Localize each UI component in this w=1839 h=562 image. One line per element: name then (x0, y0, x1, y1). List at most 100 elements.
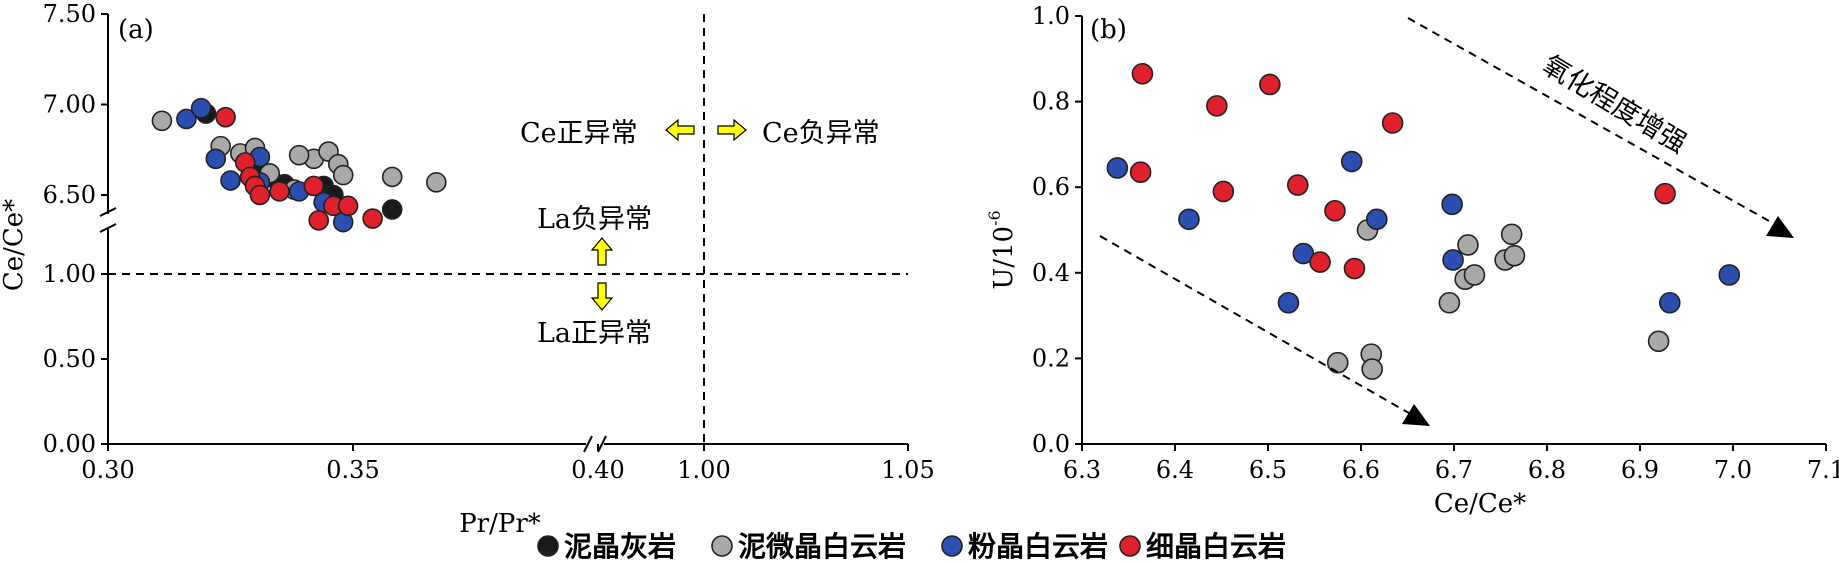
panel-b-y-tick-label: 0.8 (1032, 88, 1070, 116)
panel-b-x-tick-label: 7.1 (1807, 456, 1839, 484)
panel-b-x-tick-label: 6.6 (1342, 456, 1380, 484)
panel-b-point (1292, 242, 1315, 265)
panel-b-point (1286, 174, 1309, 196)
legend-item: 泥微晶白云岩 (711, 530, 906, 562)
panel-b-chart: (b) 6.3 6.4 6.5 6.6 6.7 6.8 6.9 7.0 7.1 0.0 0.2 0.4… (985, 2, 1839, 519)
legend-item: 细晶白云岩 (1119, 530, 1286, 562)
panel-a-point (362, 208, 383, 229)
panel-a-point (288, 144, 310, 166)
panel-a-point (190, 97, 212, 119)
panel-a-y-tick-label: 7.50 (43, 0, 96, 28)
panel-b-point (1463, 264, 1486, 286)
panel-a-point (425, 172, 447, 193)
panel-b-y-tick-label: 0.2 (1032, 344, 1070, 372)
ce-positive-anomaly-label: Ce正异常 (520, 118, 638, 149)
panel-a-point (176, 108, 197, 130)
legend-label: 泥微晶白云岩 (738, 530, 906, 562)
panel-a-point (215, 106, 236, 128)
legend-label: 细晶白云岩 (1146, 530, 1286, 562)
panel-b-x-tick-label: 6.4 (1156, 456, 1194, 484)
panel-b-point (1259, 73, 1281, 96)
legend-label: 粉晶白云岩 (968, 530, 1108, 562)
panel-a-x-tick-label: 0.35 (326, 456, 379, 484)
panel-a-x-tick-label: 1.05 (881, 456, 934, 484)
panel-a-x-axis-title: Pr/Pr* (459, 509, 541, 539)
panel-a-point (332, 164, 354, 186)
la-positive-anomaly-label: La正异常 (537, 318, 652, 349)
legend-marker (1119, 535, 1141, 557)
trend-arrow-lower (1099, 235, 1430, 426)
panel-b-y-tick-label: 0.6 (1032, 173, 1070, 201)
panel-a-y-tick-label: 1.00 (43, 260, 96, 288)
panel-b-y-axis-title-main: U/10 (989, 226, 1019, 290)
panel-b-x-tick-label: 7.0 (1714, 456, 1752, 484)
legend-label: 泥晶灰岩 (564, 530, 676, 562)
arrow-right-icon (717, 118, 747, 142)
panel-a-point (337, 195, 359, 217)
panel-b-point (1381, 112, 1404, 134)
panel-b-point (1206, 95, 1228, 117)
panel-a-points (151, 97, 447, 233)
oxidation-increase-label: 氧化程度增强 (1537, 50, 1692, 160)
panel-b-axes: 6.3 6.4 6.5 6.6 6.7 6.8 6.9 7.0 7.1 0.0 0.2 0.4 0.6 0… (1032, 2, 1839, 484)
panel-a-axes: 0.30 0.35 0.40 1.00 1.05 0.00 0.50 1.00 6.50 7.00… (43, 0, 935, 484)
panel-b-point (1129, 161, 1152, 184)
panel-a-x-tick-label: 0.40 (571, 456, 624, 484)
panel-b-y-axis-title-exponent: -6 (985, 210, 1004, 226)
panel-a-chart: (a) 0.30 0.35 0.40 1.00 1.05 0.00 0.50 1.00 6.50… (0, 0, 935, 539)
panel-b-point (1647, 330, 1670, 353)
panel-b-point (1340, 150, 1363, 173)
panel-a-x-break-mark (583, 435, 593, 453)
panel-a-y-break-mark (99, 207, 117, 217)
panel-b-point (1442, 249, 1464, 271)
legend-marker (711, 535, 733, 557)
legend-item: 粉晶白云岩 (941, 530, 1108, 562)
panel-a-y-tick-label: 7.00 (43, 91, 96, 119)
arrow-up-icon (590, 237, 614, 266)
panel-b-points (1106, 62, 1741, 380)
panel-a-y-tick-label: 6.50 (43, 181, 96, 209)
panel-b-point (1212, 180, 1235, 203)
panel-b-point (1131, 62, 1154, 85)
panel-a-y-tick-label: 0.50 (43, 345, 96, 373)
panel-a-point (381, 166, 403, 188)
panel-a-x-tick-label: 1.00 (677, 456, 730, 484)
ce-negative-anomaly-label: Ce负异常 (762, 118, 880, 149)
panel-b-point (1503, 244, 1526, 267)
panel-b-point (1277, 291, 1300, 314)
panel-b-label: (b) (1090, 15, 1127, 45)
panel-a-point (381, 199, 403, 220)
legend-marker (941, 535, 963, 557)
panel-a-point (249, 184, 271, 206)
panel-a-point (205, 148, 227, 170)
panel-a-x-tick-label: 0.30 (81, 456, 134, 484)
panel-b-y-tick-label: 0.0 (1032, 430, 1070, 458)
panel-a-label: (a) (118, 15, 154, 45)
panel-a-y-break-mark (99, 223, 117, 233)
panel-b-x-tick-label: 6.7 (1435, 456, 1473, 484)
panel-b-x-tick-label: 6.9 (1621, 456, 1659, 484)
legend: 泥晶灰岩 泥微晶白云岩 粉晶白云岩 细晶白云岩 (537, 530, 1286, 562)
panel-b-y-tick-label: 0.4 (1032, 259, 1070, 287)
la-negative-anomaly-label: La负异常 (537, 204, 652, 235)
panel-b-point (1718, 264, 1741, 286)
panel-b-y-tick-label: 1.0 (1032, 2, 1070, 30)
panel-a-x-break-mark (597, 435, 607, 453)
panel-b-point (1441, 193, 1463, 216)
panel-b-point (1366, 208, 1388, 231)
panel-b-point (1178, 208, 1200, 231)
panel-a-point (303, 175, 325, 197)
panel-a-y-axis-title: Ce/Ce* (0, 199, 29, 291)
trend-arrow-upper (1407, 17, 1794, 238)
panel-b-point (1324, 199, 1346, 222)
panel-b-x-tick-label: 6.3 (1063, 456, 1101, 484)
panel-a-point (308, 210, 330, 231)
panel-b-point (1343, 257, 1366, 280)
panel-b-y-axis-title: U/10-6 (985, 210, 1019, 289)
panel-b-point (1361, 358, 1383, 380)
panel-b-x-axis-title: Ce/Ce* (1434, 489, 1526, 519)
panel-a-point (269, 181, 290, 202)
panel-b-point (1658, 291, 1681, 314)
panel-b-point (1106, 157, 1129, 179)
